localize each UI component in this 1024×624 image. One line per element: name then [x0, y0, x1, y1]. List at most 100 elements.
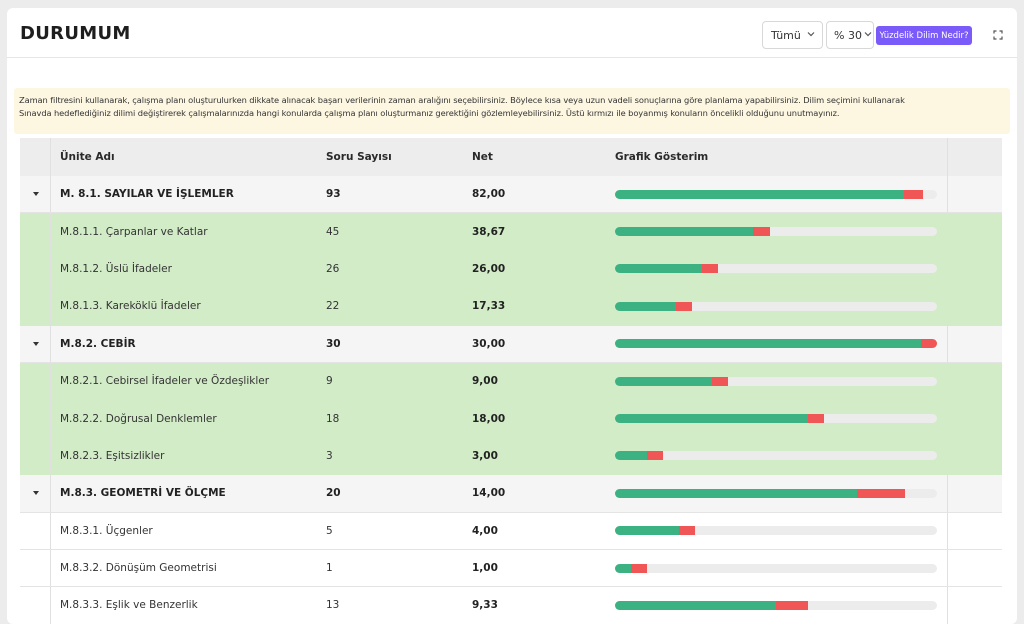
progress-track: [615, 451, 937, 461]
progress-track: [615, 301, 937, 311]
progress-fill-priority: [676, 301, 693, 311]
progress-fill-priority: [808, 414, 825, 424]
progress-fill-priority: [701, 264, 719, 274]
net-value: 30,00: [472, 337, 506, 350]
progress-track: [615, 600, 937, 610]
progress-fill-success: [615, 376, 712, 386]
progress-track: [615, 526, 937, 536]
net-value: 38,67: [472, 225, 506, 238]
status-card: DURUMUM Tümü % 30 Yüzdelik Dilim Nedir? …: [7, 8, 1017, 624]
net-value: 17,33: [472, 300, 506, 313]
progress-track: [615, 563, 937, 573]
net-value: 14,00: [472, 487, 506, 500]
unit-name: M.8.1.3. Kareköklü İfadeler: [60, 300, 201, 313]
unit-name: M. 8.1. SAYILAR VE İŞLEMLER: [60, 188, 234, 201]
unit-group-row[interactable]: M. 8.1. SAYILAR VE İŞLEMLER 93 82,00: [20, 176, 1002, 214]
progress-fill-priority: [647, 451, 664, 461]
progress-chart: [615, 288, 937, 324]
unit-subtopic-row: M.8.1.2. Üslü İfadeler 26 26,00: [20, 250, 1002, 289]
column-question-count: Soru Sayısı: [326, 151, 392, 163]
progress-fill-priority: [856, 488, 905, 498]
progress-chart: [615, 251, 937, 287]
progress-track: [615, 414, 937, 424]
column-chart: Grafik Gösterim: [615, 151, 709, 163]
progress-track: [615, 488, 937, 498]
unit-table: Ünite Adı Soru Sayısı Net Grafik Gösteri…: [20, 138, 1002, 624]
question-count: 20: [326, 487, 341, 500]
percentile-help-button[interactable]: Yüzdelik Dilim Nedir?: [876, 26, 972, 45]
question-count: 93: [326, 188, 341, 201]
question-count: 1: [326, 562, 333, 575]
unit-name: M.8.2.3. Eşitsizlikler: [60, 449, 165, 462]
net-value: 26,00: [472, 262, 506, 275]
net-value: 1,00: [472, 562, 498, 575]
progress-chart: [615, 550, 937, 586]
page-title: DURUMUM: [20, 23, 131, 44]
progress-fill-success: [615, 600, 776, 610]
progress-chart: [615, 400, 937, 436]
progress-track: [615, 189, 937, 199]
table-body: M. 8.1. SAYILAR VE İŞLEMLER 93 82,00 M.8.1.…: [20, 176, 1002, 624]
caret-down-icon[interactable]: [30, 326, 42, 362]
chevron-down-icon: [864, 30, 872, 40]
info-line: Zaman filtresini kullanarak, çalışma pla…: [19, 95, 905, 105]
progress-fill-success: [615, 301, 677, 311]
progress-chart: [615, 513, 937, 549]
column-net: Net: [472, 151, 493, 163]
net-value: 3,00: [472, 449, 498, 462]
card-header: DURUMUM Tümü % 30 Yüzdelik Dilim Nedir?: [7, 8, 1017, 58]
unit-group-row[interactable]: M.8.2. CEBİR 30 30,00: [20, 325, 1002, 363]
progress-fill-priority: [776, 600, 809, 610]
percentile-select[interactable]: % 30: [826, 21, 874, 49]
progress-fill-success: [615, 414, 809, 424]
progress-fill-success: [615, 339, 921, 349]
progress-fill-success: [615, 451, 648, 461]
unit-name: M.8.3.2. Dönüşüm Geometrisi: [60, 562, 217, 575]
chevron-down-icon: [807, 30, 815, 40]
progress-chart: [615, 176, 937, 212]
progress-fill-priority: [753, 227, 770, 237]
unit-name: M.8.1.2. Üslü İfadeler: [60, 262, 172, 275]
progress-track: [615, 264, 937, 274]
table-header: Ünite Adı Soru Sayısı Net Grafik Gösteri…: [20, 138, 1002, 176]
question-count: 3: [326, 449, 333, 462]
progress-fill-priority: [920, 339, 937, 349]
question-count: 26: [326, 262, 340, 275]
unit-subtopic-row: M.8.1.3. Kareköklü İfadeler 22 17,33: [20, 288, 1002, 326]
column-unit-name: Ünite Adı: [60, 151, 115, 163]
unit-subtopic-row: M.8.1.1. Çarpanlar ve Katlar 45 38,67: [20, 213, 1002, 251]
question-count: 30: [326, 337, 341, 350]
caret-down-icon[interactable]: [30, 176, 42, 212]
time-filter-select[interactable]: Tümü: [762, 21, 823, 49]
question-count: 9: [326, 375, 333, 388]
unit-name: M.8.2. CEBİR: [60, 337, 136, 350]
progress-chart: [615, 213, 937, 249]
unit-name: M.8.2.1. Cebirsel İfadeler ve Özdeşlikle…: [60, 375, 270, 388]
progress-fill-success: [615, 189, 905, 199]
question-count: 18: [326, 412, 340, 425]
unit-name: M.8.3.1. Üçgenler: [60, 524, 153, 537]
progress-fill-priority: [631, 563, 648, 573]
net-value: 82,00: [472, 188, 506, 201]
unit-name: M.8.3.3. Eşlik ve Benzerlik: [60, 599, 198, 612]
unit-subtopic-row: M.8.2.1. Cebirsel İfadeler ve Özdeşlikle…: [20, 362, 1002, 401]
question-count: 45: [326, 225, 340, 238]
unit-group-row[interactable]: M.8.3. GEOMETRİ VE ÖLÇME 20 14,00: [20, 475, 1002, 513]
net-value: 18,00: [472, 412, 506, 425]
net-value: 9,33: [472, 599, 498, 612]
progress-chart: [615, 363, 937, 399]
unit-subtopic-row: M.8.3.1. Üçgenler 5 4,00: [20, 512, 1002, 550]
caret-down-icon[interactable]: [30, 475, 42, 511]
progress-fill-success: [615, 526, 680, 536]
progress-fill-success: [615, 563, 632, 573]
question-count: 5: [326, 524, 333, 537]
unit-name: M.8.3. GEOMETRİ VE ÖLÇME: [60, 487, 226, 500]
progress-track: [615, 227, 937, 237]
progress-fill-priority: [711, 376, 728, 386]
unit-subtopic-row: M.8.3.3. Eşlik ve Benzerlik 13 9,33: [20, 587, 1002, 624]
fullscreen-icon[interactable]: [991, 27, 1005, 41]
net-value: 4,00: [472, 524, 498, 537]
time-filter-value: Tümü: [771, 28, 801, 42]
progress-fill-success: [615, 227, 754, 237]
unit-subtopic-row: M.8.2.2. Doğrusal Denklemler 18 18,00: [20, 400, 1002, 438]
